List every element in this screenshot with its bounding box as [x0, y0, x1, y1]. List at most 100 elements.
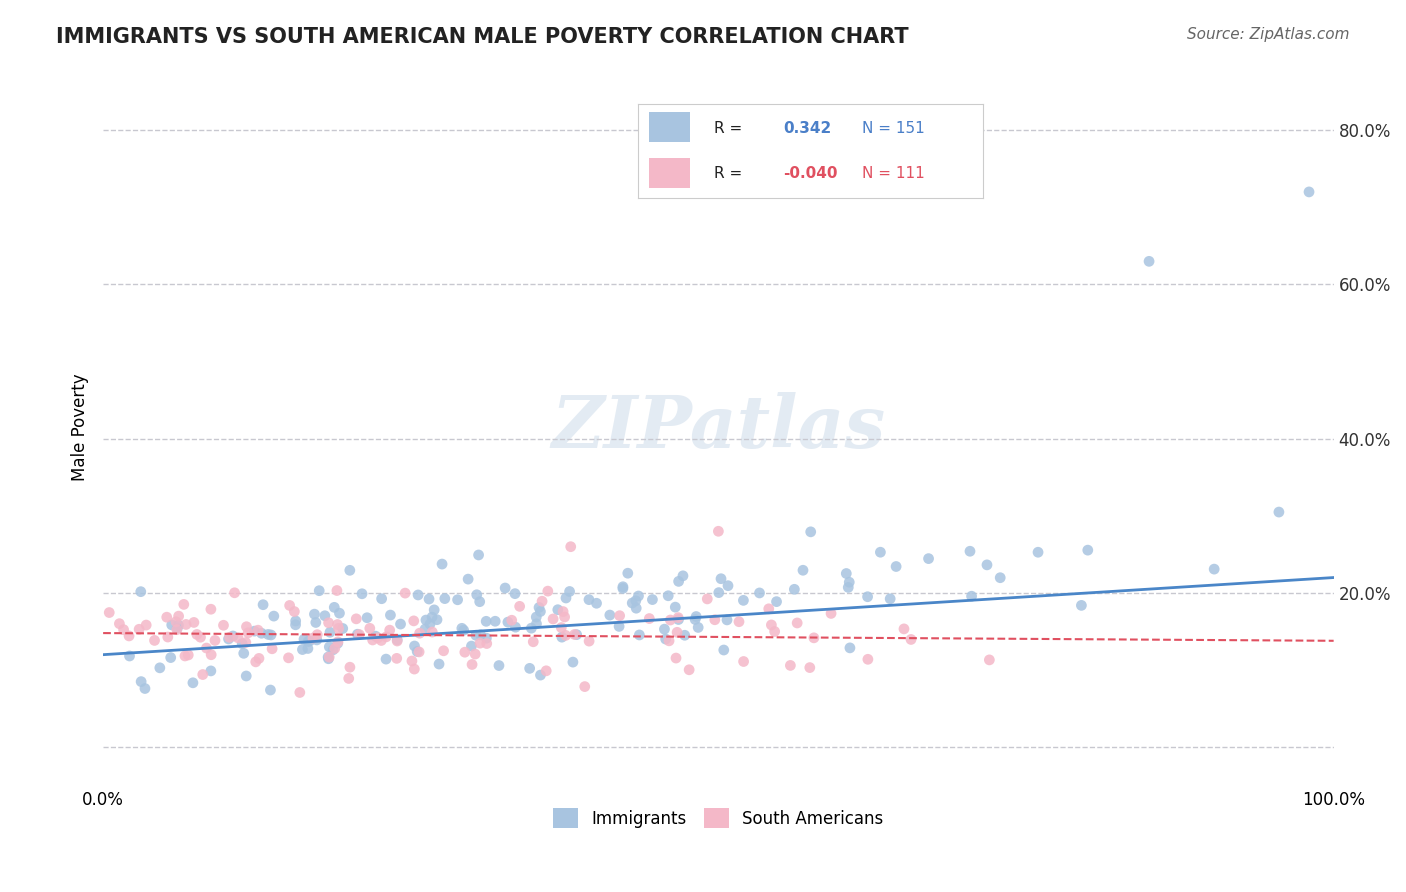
South Americans: [534, 664, 557, 678]
Immigrants: [467, 548, 489, 562]
Immigrants: [585, 596, 607, 610]
Immigrants: [415, 613, 437, 627]
Immigrants: [404, 639, 426, 653]
Immigrants: [423, 603, 446, 617]
Immigrants: [446, 592, 468, 607]
Immigrants: [672, 569, 695, 583]
Immigrants: [332, 622, 354, 636]
South Americans: [108, 616, 131, 631]
Immigrants: [166, 621, 188, 635]
South Americans: [638, 611, 661, 625]
Immigrants: [617, 566, 640, 581]
Immigrants: [527, 600, 550, 615]
South Americans: [659, 613, 682, 627]
South Americans: [262, 641, 284, 656]
Immigrants: [316, 650, 339, 665]
Immigrants: [710, 572, 733, 586]
Text: Source: ZipAtlas.com: Source: ZipAtlas.com: [1187, 27, 1350, 42]
South Americans: [522, 634, 544, 648]
Immigrants: [800, 524, 823, 539]
South Americans: [143, 633, 166, 648]
Immigrants: [419, 617, 441, 632]
South Americans: [235, 635, 257, 649]
South Americans: [173, 598, 195, 612]
South Americans: [799, 660, 821, 674]
Immigrants: [1298, 185, 1320, 199]
Immigrants: [326, 636, 349, 650]
Immigrants: [505, 620, 527, 634]
South Americans: [224, 586, 246, 600]
Immigrants: [149, 661, 172, 675]
Immigrants: [304, 607, 326, 622]
South Americans: [609, 608, 631, 623]
South Americans: [728, 615, 751, 629]
Immigrants: [879, 591, 901, 606]
South Americans: [200, 602, 222, 616]
South Americans: [190, 630, 212, 644]
South Americans: [326, 617, 349, 632]
Immigrants: [488, 658, 510, 673]
Immigrants: [765, 594, 787, 608]
South Americans: [200, 648, 222, 662]
South Americans: [856, 652, 879, 666]
Immigrants: [470, 628, 492, 642]
Immigrants: [364, 629, 387, 643]
Immigrants: [988, 571, 1011, 585]
South Americans: [375, 630, 398, 644]
South Americans: [195, 641, 218, 656]
South Americans: [509, 599, 531, 614]
South Americans: [235, 620, 257, 634]
South Americans: [236, 625, 259, 640]
South Americans: [226, 631, 249, 645]
Immigrants: [519, 661, 541, 675]
South Americans: [218, 630, 240, 644]
Immigrants: [420, 610, 443, 624]
Immigrants: [453, 624, 475, 638]
South Americans: [326, 583, 349, 598]
Immigrants: [427, 657, 450, 671]
Immigrants: [260, 628, 283, 642]
Immigrants: [259, 683, 281, 698]
Immigrants: [460, 639, 482, 653]
South Americans: [283, 605, 305, 619]
South Americans: [703, 613, 725, 627]
South Americans: [408, 626, 430, 640]
Immigrants: [673, 628, 696, 642]
Immigrants: [231, 637, 253, 651]
Immigrants: [375, 652, 398, 666]
Immigrants: [433, 591, 456, 606]
Immigrants: [323, 600, 346, 615]
Y-axis label: Male Poverty: Male Poverty: [72, 374, 89, 481]
South Americans: [468, 636, 491, 650]
Immigrants: [657, 589, 679, 603]
Immigrants: [314, 608, 336, 623]
South Americans: [432, 644, 454, 658]
Immigrants: [465, 628, 488, 642]
South Americans: [165, 615, 187, 629]
Immigrants: [318, 640, 340, 654]
Text: IMMIGRANTS VS SOUTH AMERICAN MALE POVERTY CORRELATION CHART: IMMIGRANTS VS SOUTH AMERICAN MALE POVERT…: [56, 27, 908, 46]
South Americans: [112, 623, 135, 637]
Immigrants: [792, 563, 814, 577]
Immigrants: [551, 630, 574, 644]
Text: ZIPatlas: ZIPatlas: [551, 392, 886, 463]
Immigrants: [1077, 543, 1099, 558]
South Americans: [464, 647, 486, 661]
South Americans: [820, 607, 842, 621]
Immigrants: [685, 609, 707, 624]
Immigrants: [232, 646, 254, 660]
Immigrants: [884, 559, 907, 574]
Immigrants: [716, 613, 738, 627]
South Americans: [318, 615, 340, 630]
Immigrants: [524, 610, 547, 624]
Immigrants: [450, 621, 472, 635]
South Americans: [135, 618, 157, 632]
Immigrants: [612, 582, 634, 596]
South Americans: [370, 633, 392, 648]
South Americans: [537, 584, 560, 599]
South Americans: [128, 622, 150, 636]
Immigrants: [484, 614, 506, 628]
South Americans: [245, 655, 267, 669]
South Americans: [339, 660, 361, 674]
South Americans: [204, 633, 226, 648]
